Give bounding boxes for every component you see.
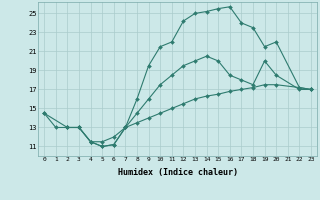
X-axis label: Humidex (Indice chaleur): Humidex (Indice chaleur) [118,168,238,177]
